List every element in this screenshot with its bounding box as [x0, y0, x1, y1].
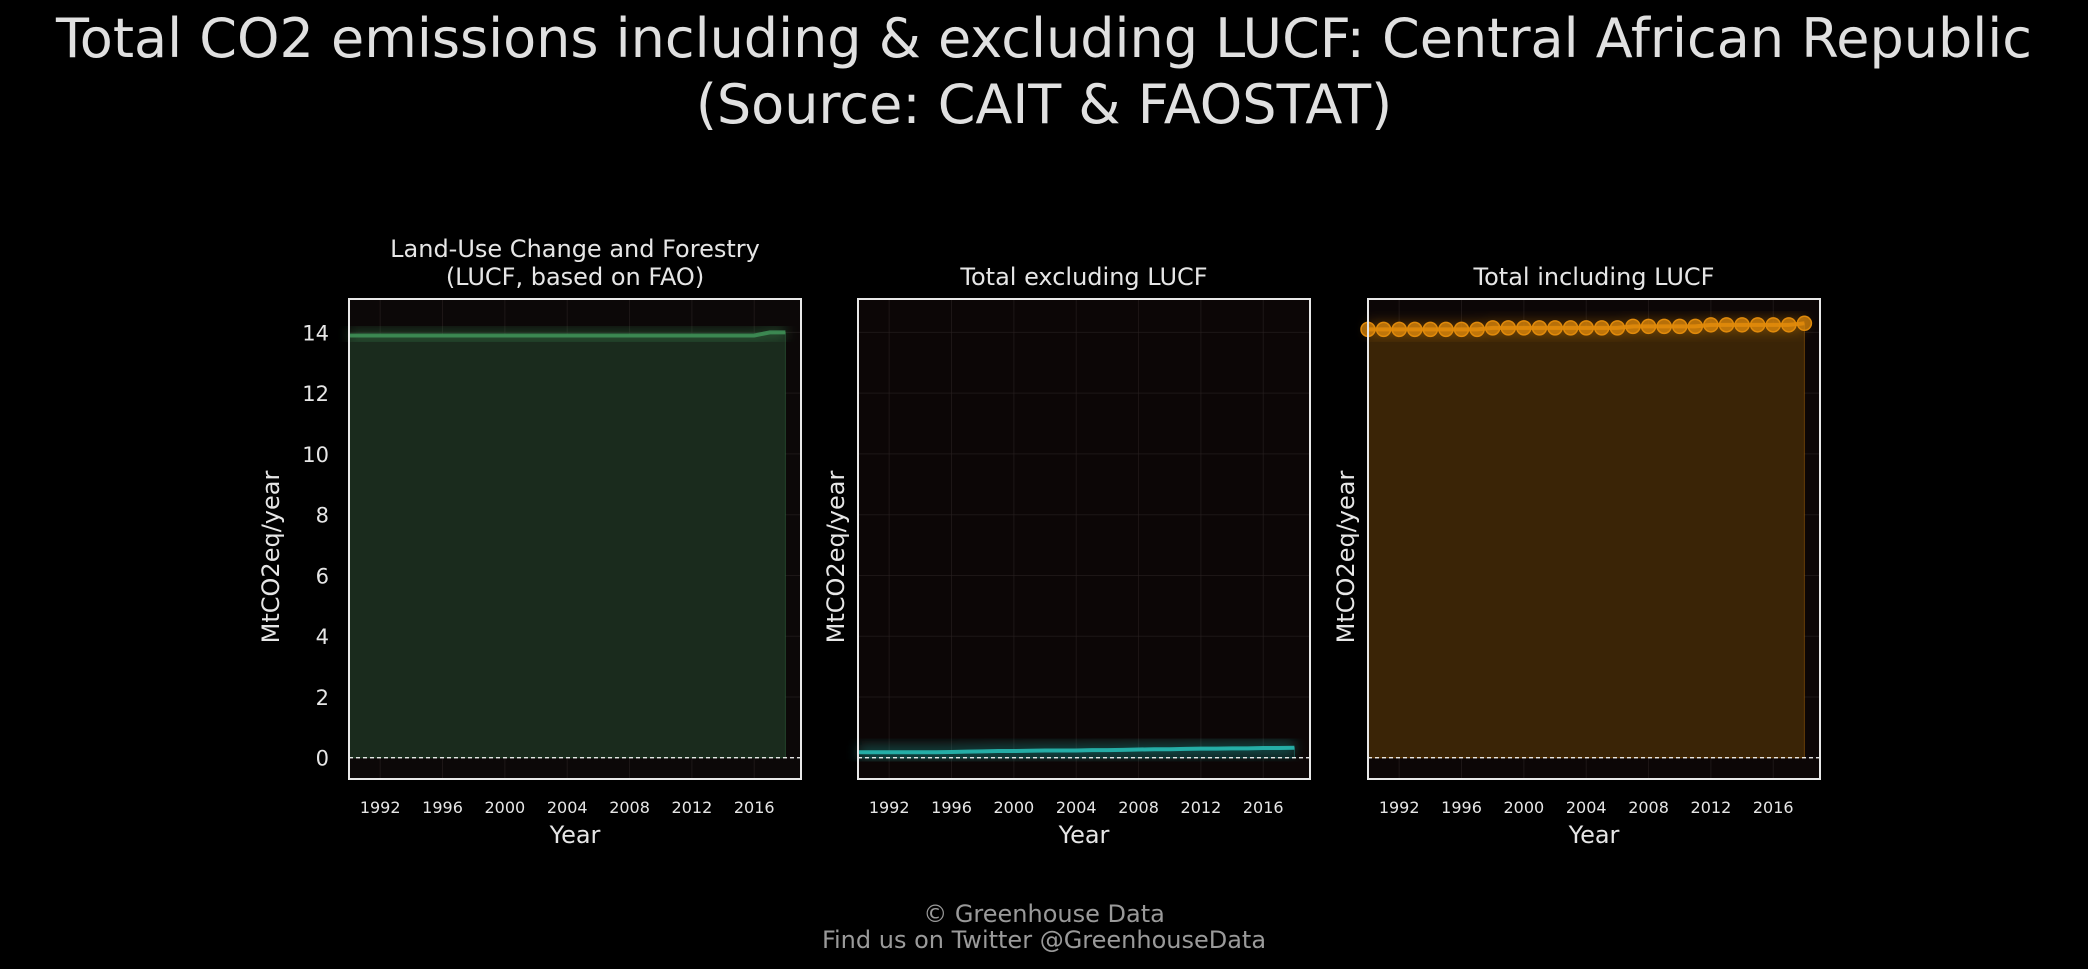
x-tick-label: 2008 — [609, 798, 650, 817]
data-point — [1453, 321, 1470, 338]
x-tick-label: 1996 — [1441, 798, 1482, 817]
data-point — [1609, 320, 1626, 336]
data-point — [1547, 320, 1563, 336]
plot-frame — [857, 298, 1311, 780]
x-tick-label: 2016 — [1753, 798, 1794, 817]
y-axis-label: MtCO2eq/year — [1332, 471, 1360, 644]
data-point — [1687, 318, 1704, 335]
x-axis-label: Year — [1058, 821, 1110, 849]
panel-title: (LUCF, based on FAO) — [446, 263, 704, 291]
data-point — [1407, 321, 1423, 338]
x-tick-label: 2000 — [485, 798, 526, 817]
x-axis-label: Year — [549, 821, 601, 849]
x-tick-label: 1992 — [1379, 798, 1420, 817]
data-point — [1671, 318, 1688, 335]
y-tick-label: 0 — [316, 747, 329, 771]
data-point — [1718, 317, 1735, 333]
plot-frame — [348, 298, 802, 780]
data-point — [1656, 318, 1672, 335]
data-point — [1594, 320, 1610, 336]
y-tick-label: 2 — [316, 686, 329, 710]
x-tick-label: 2016 — [1243, 798, 1284, 817]
y-tick-label: 10 — [302, 443, 329, 467]
x-tick-label: 2004 — [1566, 798, 1607, 817]
series-area — [1367, 322, 1805, 759]
x-tick-label: 1996 — [422, 798, 463, 817]
y-tick-label: 4 — [316, 625, 329, 649]
y-axis-label: MtCO2eq/year — [257, 471, 285, 644]
y-tick-label: 8 — [316, 504, 329, 528]
series-line — [858, 745, 1295, 755]
x-tick-label: 2008 — [1118, 798, 1159, 817]
data-point — [1640, 318, 1657, 335]
chart-panel-1: 1992 1996 2000 2004 2008 2012 2016 0 2 4 6 8 10 12 14 Y… — [257, 235, 802, 849]
data-point — [1562, 320, 1579, 336]
x-tick-label: 2004 — [547, 798, 588, 817]
panel-title: Total excluding LUCF — [959, 263, 1207, 291]
y-tick-label: 14 — [302, 321, 329, 345]
x-tick-label: 2000 — [994, 798, 1035, 817]
panel-title: Land-Use Change and Forestry — [390, 235, 760, 263]
series-line — [349, 330, 786, 338]
x-tick-label: 2012 — [1691, 798, 1732, 817]
plot-background — [858, 299, 1310, 779]
x-tick-label: 2016 — [734, 798, 775, 817]
data-point — [1734, 317, 1750, 333]
data-point — [1438, 321, 1454, 338]
data-point — [1484, 320, 1501, 336]
y-tick-label: 12 — [302, 382, 329, 406]
x-tick-label: 2004 — [1056, 798, 1097, 817]
series-area — [348, 331, 786, 759]
data-point — [1625, 318, 1641, 335]
x-tick-label: 2008 — [1628, 798, 1669, 817]
data-point — [1765, 317, 1781, 333]
chart-panel-2: 1992 1996 2000 2004 2008 2012 2016 Year MtCO2eq/… — [822, 263, 1311, 849]
data-point — [1500, 320, 1517, 336]
x-tick-label: 1992 — [360, 798, 401, 817]
data-point — [1469, 321, 1485, 338]
data-point — [1796, 315, 1813, 332]
x-tick-label: 2012 — [1181, 798, 1222, 817]
y-axis-label: MtCO2eq/year — [822, 471, 850, 644]
footer-twitter: Find us on Twitter @GreenhouseData — [821, 926, 1267, 954]
chart-title: Total CO2 emissions including & excludin… — [55, 7, 2032, 70]
data-point — [1422, 321, 1439, 338]
data-point — [1391, 321, 1407, 338]
chart-subtitle: (Source: CAIT & FAOSTAT) — [695, 73, 1393, 136]
x-tick-label: 1996 — [931, 798, 972, 817]
data-point — [1516, 320, 1532, 336]
x-axis-label: Year — [1568, 821, 1620, 849]
data-point — [1531, 320, 1548, 336]
data-point — [1781, 317, 1797, 333]
footer-copyright: © Greenhouse Data — [923, 900, 1165, 928]
x-tick-label: 2012 — [672, 798, 713, 817]
data-point — [1375, 321, 1392, 338]
x-tick-label: 1992 — [869, 798, 910, 817]
data-point — [1703, 317, 1719, 333]
data-point — [1749, 317, 1766, 333]
data-point — [1578, 320, 1594, 336]
plot-frame — [1367, 298, 1821, 780]
panel-title: Total including LUCF — [1473, 263, 1715, 291]
chart-panel-3: 1992 1996 2000 2004 2008 2012 2016 Year MtCO2eq/… — [1332, 263, 1821, 849]
y-tick-label: 6 — [316, 564, 329, 588]
x-tick-label: 2000 — [1504, 798, 1545, 817]
